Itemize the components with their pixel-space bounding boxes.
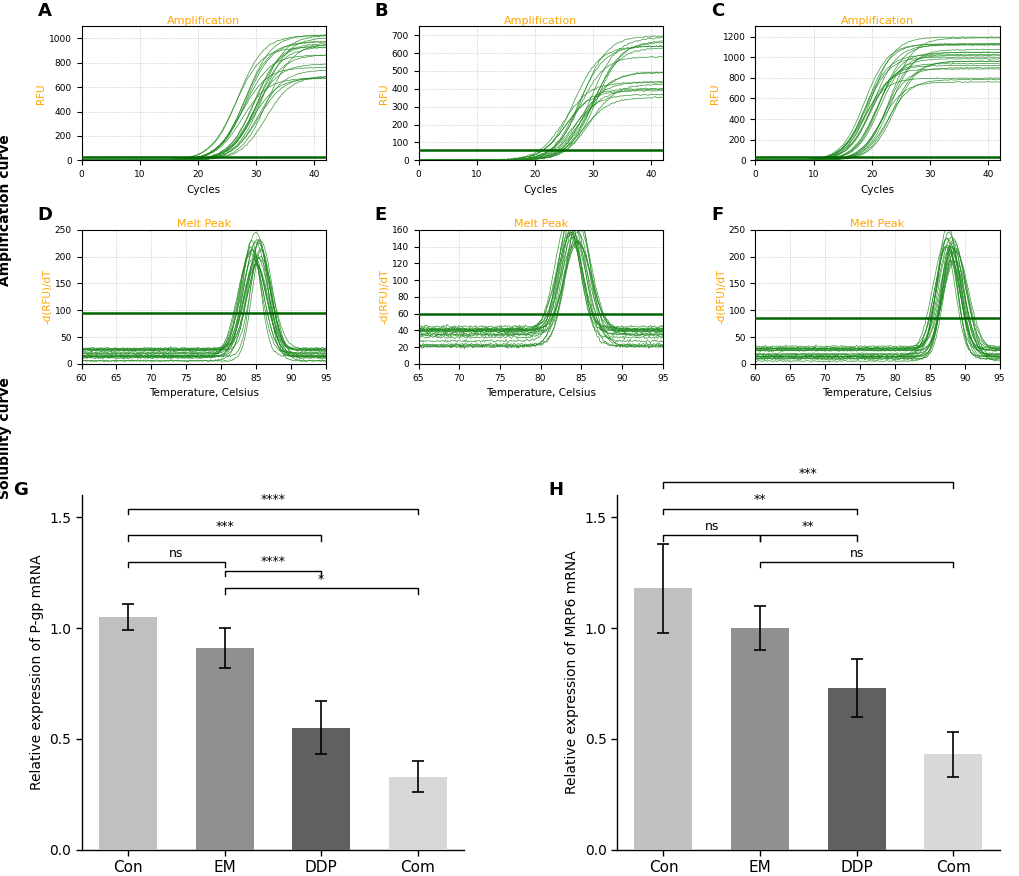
Y-axis label: RFU: RFU bbox=[378, 83, 388, 103]
Text: ns: ns bbox=[169, 547, 183, 560]
X-axis label: Temperature, Celsius: Temperature, Celsius bbox=[821, 388, 931, 398]
Y-axis label: -d(RFU)/dT: -d(RFU)/dT bbox=[378, 269, 388, 324]
Y-axis label: -d(RFU)/dT: -d(RFU)/dT bbox=[42, 269, 52, 324]
Text: ns: ns bbox=[704, 520, 718, 533]
Bar bbox=[731, 628, 789, 850]
Y-axis label: Relative expression of MRP6 mRNA: Relative expression of MRP6 mRNA bbox=[565, 551, 579, 795]
X-axis label: Temperature, Celsius: Temperature, Celsius bbox=[149, 388, 259, 398]
X-axis label: Temperature, Celsius: Temperature, Celsius bbox=[485, 388, 595, 398]
Title: Amplification: Amplification bbox=[840, 16, 913, 25]
Text: Amplification curve: Amplification curve bbox=[0, 134, 12, 286]
Text: C: C bbox=[711, 2, 725, 20]
Bar bbox=[196, 648, 254, 850]
Title: Melt Peak: Melt Peak bbox=[850, 219, 904, 230]
Y-axis label: RFU: RFU bbox=[709, 83, 719, 103]
X-axis label: Cycles: Cycles bbox=[860, 185, 894, 194]
Text: ****: **** bbox=[260, 493, 285, 506]
Text: B: B bbox=[374, 2, 388, 20]
Bar bbox=[634, 589, 692, 850]
Bar bbox=[388, 777, 446, 850]
Y-axis label: -d(RFU)/dT: -d(RFU)/dT bbox=[715, 269, 725, 324]
Text: A: A bbox=[38, 2, 52, 20]
X-axis label: Cycles: Cycles bbox=[186, 185, 220, 194]
Text: ns: ns bbox=[849, 547, 863, 560]
Bar bbox=[291, 728, 350, 850]
Text: F: F bbox=[711, 206, 723, 223]
Y-axis label: RFU: RFU bbox=[36, 83, 46, 103]
Bar bbox=[99, 617, 157, 850]
Text: E: E bbox=[374, 206, 386, 223]
Text: D: D bbox=[38, 206, 53, 223]
Title: Melt Peak: Melt Peak bbox=[176, 219, 230, 230]
Text: **: ** bbox=[753, 493, 765, 506]
Text: H: H bbox=[548, 481, 562, 499]
Title: Amplification: Amplification bbox=[167, 16, 240, 25]
Text: **: ** bbox=[801, 520, 814, 533]
Text: G: G bbox=[13, 481, 28, 499]
Text: *: * bbox=[318, 573, 324, 586]
Title: Amplification: Amplification bbox=[503, 16, 577, 25]
Title: Melt Peak: Melt Peak bbox=[513, 219, 568, 230]
Bar bbox=[923, 754, 981, 850]
Bar bbox=[826, 688, 884, 850]
X-axis label: Cycles: Cycles bbox=[523, 185, 557, 194]
Text: ****: **** bbox=[260, 555, 285, 569]
Text: ***: *** bbox=[798, 467, 817, 480]
Text: ***: *** bbox=[215, 520, 233, 533]
Y-axis label: Relative expression of P-gp mRNA: Relative expression of P-gp mRNA bbox=[30, 555, 44, 790]
Text: Solubility curve: Solubility curve bbox=[0, 377, 12, 499]
